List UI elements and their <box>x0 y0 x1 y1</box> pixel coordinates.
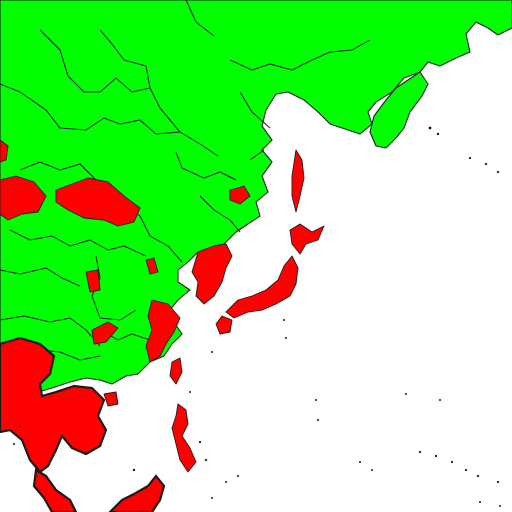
korea-region <box>191 243 233 305</box>
pacific-islets <box>13 126 501 507</box>
sakhalin-region <box>291 149 305 213</box>
kamchatka-region <box>369 71 429 149</box>
kyushu-region <box>215 315 233 335</box>
philippines-region <box>171 403 197 473</box>
borneo-region <box>108 474 166 512</box>
inland-red-regions <box>0 139 251 363</box>
southeast-asia-region <box>0 336 108 474</box>
malay-peninsula-region <box>32 468 78 512</box>
hainan-region <box>103 391 119 407</box>
honshu-region <box>225 255 299 319</box>
hokkaido-region <box>289 223 325 255</box>
mainland-asia-region <box>0 0 512 397</box>
taiwan-region <box>169 357 183 385</box>
